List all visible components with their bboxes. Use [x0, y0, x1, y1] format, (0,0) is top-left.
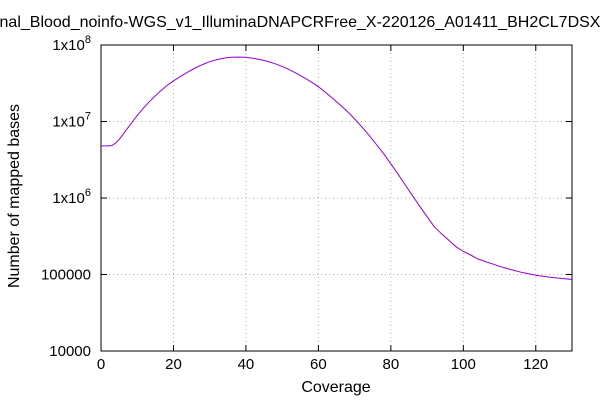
x-tick-labels: 0 20 40 60 80 100 120	[97, 356, 548, 373]
series-line	[101, 56, 573, 280]
x-tick-label: 120	[523, 356, 548, 373]
grid-lines	[101, 45, 572, 351]
x-tick-label: 100	[451, 356, 476, 373]
y-tick-label: 1x106	[52, 187, 91, 207]
y-tick-label: 1x108	[52, 34, 91, 54]
x-tick-label: 0	[97, 356, 105, 373]
y-tick-label: 100000	[41, 267, 91, 284]
plot-frame	[100, 44, 573, 352]
x-axis-label: Coverage	[301, 379, 370, 396]
y-axis-label: Number of mapped bases	[6, 104, 23, 288]
chart-title: nal_Blood_noinfo-WGS_v1_IlluminaDNAPCRFr…	[0, 14, 600, 31]
x-tick-label: 60	[310, 356, 327, 373]
x-tick-label: 80	[383, 356, 400, 373]
x-tick-label: 20	[165, 356, 182, 373]
x-tick-label: 40	[238, 356, 255, 373]
y-tick-labels: 10000 100000 1x106 1x107 1x108	[41, 34, 91, 360]
series-group	[101, 56, 573, 280]
y-tick-label: 10000	[49, 343, 91, 360]
y-tick-label: 1x107	[52, 111, 91, 131]
